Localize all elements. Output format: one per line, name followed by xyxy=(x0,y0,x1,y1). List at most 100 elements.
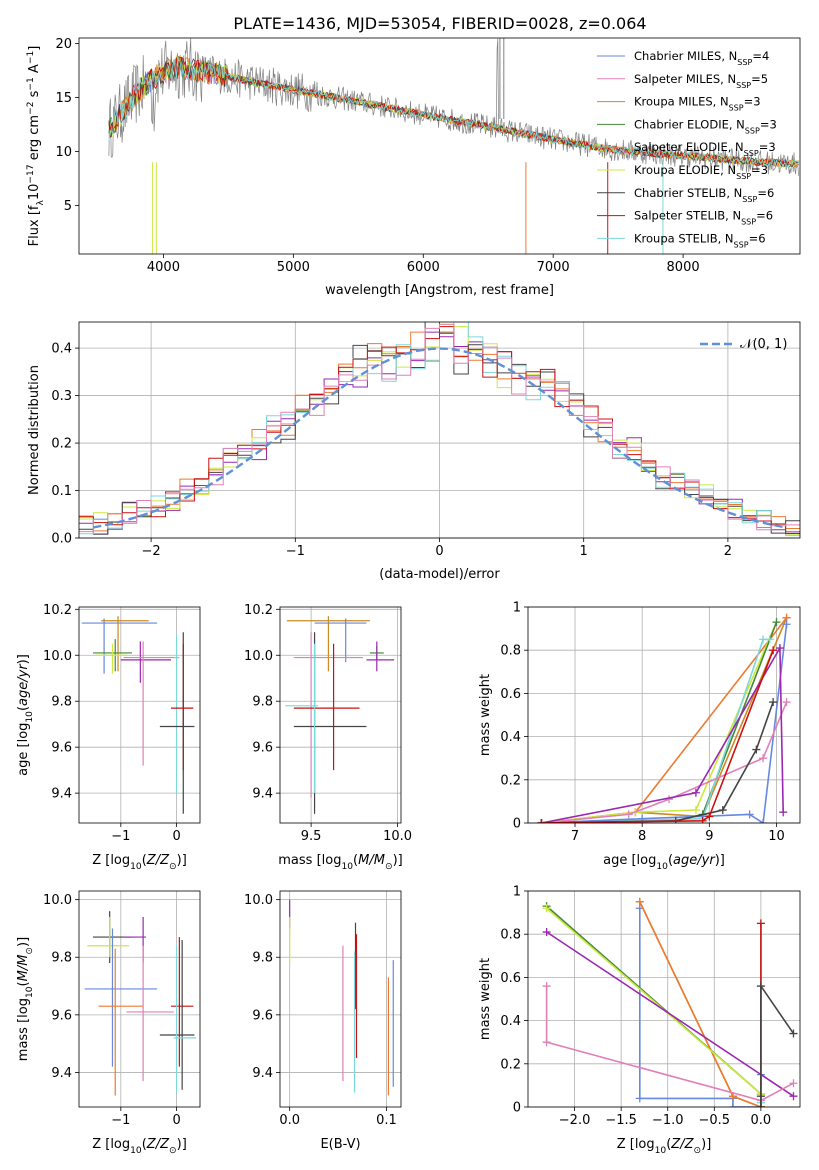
plot-area xyxy=(79,322,800,537)
x-tick-label: 0 xyxy=(172,829,180,844)
x-tick-label: 0.0 xyxy=(751,1113,772,1128)
axes-spectrum: 4000 5000 6000 7000 8000 5 10 15 20 wavelength [A… xyxy=(26,37,801,298)
data-marker xyxy=(769,698,778,707)
mass-weight-line xyxy=(541,617,788,823)
axes-frame xyxy=(527,890,801,1108)
plot-area xyxy=(542,897,798,1107)
y-axis-label: mass weight xyxy=(478,958,493,1040)
x-tick-label: 7000 xyxy=(537,260,570,275)
x-tick-label: −2.0 xyxy=(559,1113,591,1128)
data-marker xyxy=(779,808,788,817)
frame: 9.5 10.0 9.4 9.6 9.8 10.0 10.2 mass [log10(M/M⊙… xyxy=(244,603,412,872)
y-tick-label: 9.4 xyxy=(252,1066,273,1081)
x-tick-label: 0.0 xyxy=(279,1113,300,1128)
y-axis-label: Flux [fλ10−17 erg cm−2 s−1 A−1] xyxy=(26,46,46,247)
legend-label: Salpeter MILES, NSSP=5 xyxy=(634,72,768,90)
y-tick-label: 9.6 xyxy=(51,741,72,756)
plot-area xyxy=(537,613,791,823)
y-tick-label: 0.6 xyxy=(500,687,521,702)
data-marker xyxy=(705,812,714,821)
axes-mass-weight-vs-Z: −2.0 −1.5 −1.0 −0.5 0.0 0 0.2 0.4 0.6 0.8 1 mass we… xyxy=(478,885,801,1156)
figure-title: PLATE=1436, MJD=53054, FIBERID=0028, z=0… xyxy=(233,14,646,33)
histogram-step xyxy=(79,322,800,537)
y-tick-label: 0.4 xyxy=(500,730,521,745)
histogram-step xyxy=(79,323,800,533)
legend-label: 𝒩(0, 1) xyxy=(740,337,787,352)
data-marker xyxy=(775,644,784,653)
data-marker xyxy=(752,745,761,754)
legend: Chabrier MILES, NSSP=4 Salpeter MILES, NS… xyxy=(597,49,777,249)
x-tick-label: 0 xyxy=(172,1113,180,1128)
y-tick-label: 0.4 xyxy=(51,342,72,357)
y-tick-label: 0.6 xyxy=(500,971,521,986)
legend-label: Kroupa MILES, NSSP=3 xyxy=(634,95,761,113)
data-marker xyxy=(789,1079,798,1088)
y-tick-label: 5 xyxy=(64,199,72,214)
data-marker xyxy=(542,928,551,937)
x-axis-label: age [log10(age/yr)] xyxy=(603,853,725,872)
data-marker xyxy=(782,620,791,629)
frame: 7 8 9 10 0 0.2 0.4 0.6 0.8 1 mass weight age [log10… xyxy=(478,601,801,872)
data-marker xyxy=(782,698,791,707)
y-tick-label: 9.6 xyxy=(252,741,273,756)
data-marker xyxy=(772,618,781,627)
axes-frame xyxy=(527,606,801,824)
frame: 0.0 0.1 9.4 9.6 9.8 10.0 E(B-V) xyxy=(244,890,402,1152)
y-tick-label: 0.3 xyxy=(51,389,72,404)
x-tick-label: −0.5 xyxy=(699,1113,731,1128)
data-marker xyxy=(759,819,768,823)
mass-weight-line xyxy=(545,986,794,1102)
y-tick-label: 0.0 xyxy=(51,532,72,547)
data-marker xyxy=(728,1103,737,1107)
y-axis-label: mass weight xyxy=(478,674,493,756)
mass-weight-line xyxy=(541,621,778,823)
axes-frame xyxy=(279,890,402,1108)
y-axis-label: mass [log10(M/M⊙)] xyxy=(16,937,35,1061)
data-marker xyxy=(537,819,546,823)
y-tick-label: 15 xyxy=(55,91,72,106)
y-tick-label: 0.8 xyxy=(500,928,521,943)
y-tick-label: 10.0 xyxy=(43,649,72,664)
data-marker xyxy=(756,919,765,928)
legend-label: Chabrier MILES, NSSP=4 xyxy=(634,49,769,67)
legend-label: Chabrier STELIB, NSSP=6 xyxy=(634,186,774,204)
x-axis-label: wavelength [Angstrom, rest frame] xyxy=(325,283,554,298)
x-axis-label: Z [log10(Z/Z⊙)] xyxy=(617,1137,712,1156)
data-marker xyxy=(745,810,754,819)
data-marker xyxy=(789,1029,798,1038)
x-axis-label: E(B-V) xyxy=(320,1137,360,1152)
mass-weight-line xyxy=(541,638,770,823)
y-tick-label: 10.2 xyxy=(43,603,72,618)
plot-area xyxy=(108,38,800,254)
frame: −2.0 −1.5 −1.0 −0.5 0.0 0 0.2 0.4 0.6 0.8 1 mass we… xyxy=(478,885,801,1156)
data-marker xyxy=(756,982,765,991)
x-tick-label: 0.1 xyxy=(376,1113,397,1128)
x-tick-label: −1 xyxy=(111,1113,130,1128)
frame: 4000 5000 6000 7000 8000 5 10 15 20 wavelength [A… xyxy=(26,37,801,298)
axes-residuals: −2 −1 0 1 2 0.0 0.1 0.2 0.3 0.4 (data-model)/error… xyxy=(27,321,801,582)
data-marker xyxy=(691,788,700,797)
x-tick-label: −2 xyxy=(142,544,161,559)
x-tick-label: 10 xyxy=(768,829,785,844)
legend-label: Kroupa STELIB, NSSP=6 xyxy=(634,231,766,249)
x-tick-label: 7 xyxy=(571,829,579,844)
plot-area xyxy=(289,899,394,1096)
y-tick-label: 9.8 xyxy=(51,951,72,966)
y-tick-label: 9.4 xyxy=(51,1066,72,1081)
data-marker xyxy=(542,982,551,991)
axes-mass-vs-Z: −1 0 9.4 9.6 9.8 10.0 mass [log10(M/M⊙)] Z [log… xyxy=(16,890,201,1156)
x-tick-label: 5000 xyxy=(277,260,310,275)
data-marker xyxy=(765,635,774,644)
mass-weight-line xyxy=(541,649,774,823)
plot-area xyxy=(81,616,195,814)
data-marker xyxy=(789,1092,798,1101)
y-tick-label: 10 xyxy=(55,145,72,160)
y-tick-label: 1 xyxy=(513,601,521,616)
x-tick-label: 0 xyxy=(435,544,443,559)
mass-weight-line xyxy=(541,624,788,823)
mass-weight-line xyxy=(541,621,778,823)
mass-weight-line xyxy=(760,983,795,1107)
y-tick-label: 0.2 xyxy=(500,1057,521,1072)
axes-age-vs-Z: −1 0 9.4 9.6 9.8 10.0 10.2 age [log10(age/yr)] Z… xyxy=(16,603,201,872)
x-tick-label: 1 xyxy=(580,544,588,559)
